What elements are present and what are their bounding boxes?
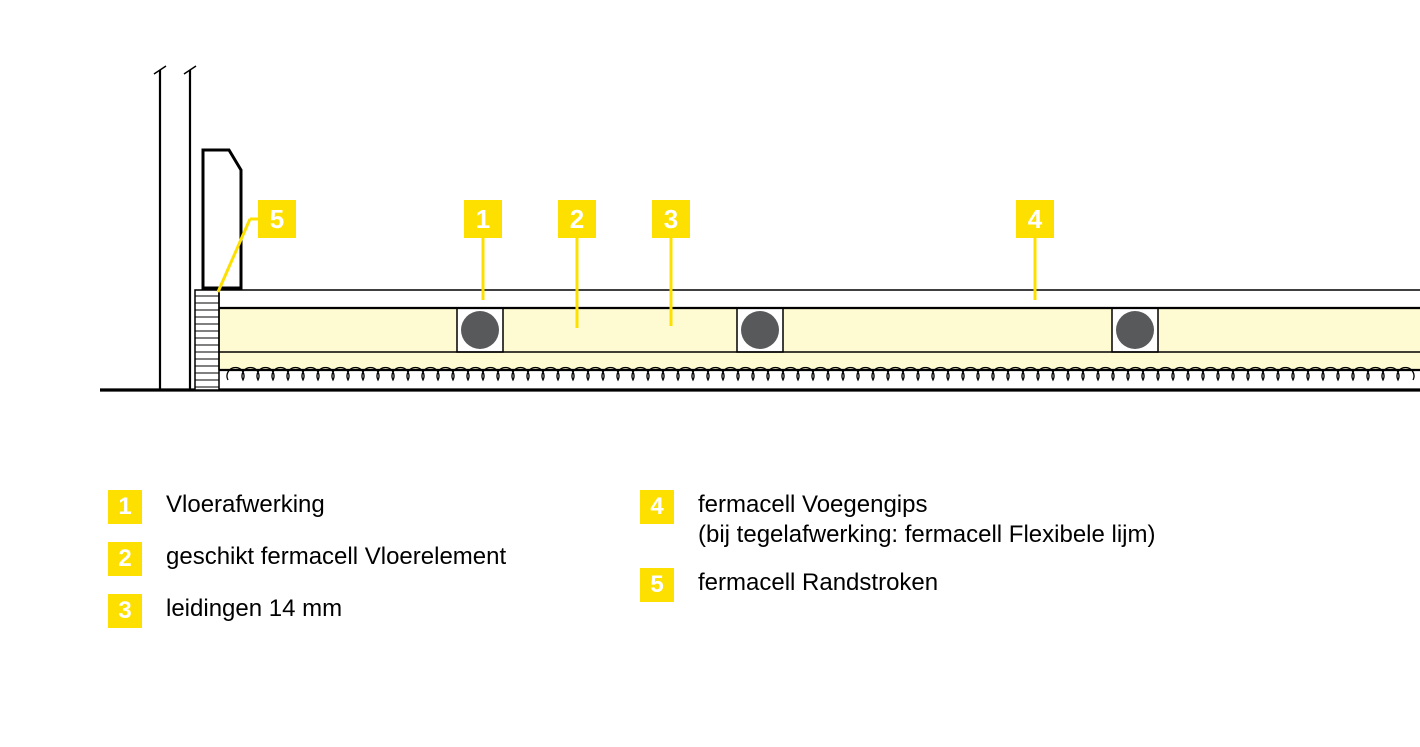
legend-number-2: 2 xyxy=(108,542,142,576)
legend-text-2: geschikt fermacell Vloerelement xyxy=(166,542,506,572)
legend-text-line1-4: fermacell Voegengips xyxy=(698,490,1156,520)
pipe-2 xyxy=(1116,311,1154,349)
legend-text-1: Vloerafwerking xyxy=(166,490,325,520)
callout-marker-1: 1 xyxy=(464,200,502,238)
legend-text-line1-1: Vloerafwerking xyxy=(166,490,325,520)
skirting-board xyxy=(203,150,241,288)
legend-text-5: fermacell Randstroken xyxy=(698,568,938,598)
floor-cross-section xyxy=(100,60,1420,430)
legend-text-line1-5: fermacell Randstroken xyxy=(698,568,938,598)
legend-text-4: fermacell Voegengips(bij tegelafwerking:… xyxy=(698,490,1156,550)
callout-marker-4: 4 xyxy=(1016,200,1054,238)
legend-item-3: 3 leidingen 14 mm xyxy=(108,594,342,628)
legend-text-3: leidingen 14 mm xyxy=(166,594,342,624)
diagram-canvas: 5 1 2 3 4 1 Vloerafwerking 2 geschikt fermacell … xyxy=(0,0,1420,747)
callout-marker-2: 2 xyxy=(558,200,596,238)
pipe-0 xyxy=(461,311,499,349)
legend-text-line1-3: leidingen 14 mm xyxy=(166,594,342,624)
callout-marker-5: 5 xyxy=(258,200,296,238)
pipe-1 xyxy=(741,311,779,349)
legend-item-2: 2 geschikt fermacell Vloerelement xyxy=(108,542,506,576)
legend-item-4: 4 fermacell Voegengips(bij tegelafwerking… xyxy=(640,490,1156,550)
callout-marker-3: 3 xyxy=(652,200,690,238)
legend-item-1: 1 Vloerafwerking xyxy=(108,490,325,524)
legend-text-line1-2: geschikt fermacell Vloerelement xyxy=(166,542,506,572)
legend-text-line2-4: (bij tegelafwerking: fermacell Flexibele… xyxy=(698,520,1156,550)
legend-number-5: 5 xyxy=(640,568,674,602)
pipe-panel-fill xyxy=(219,308,1420,352)
legend-number-1: 1 xyxy=(108,490,142,524)
edge-strip xyxy=(195,290,219,390)
legend-item-5: 5 fermacell Randstroken xyxy=(640,568,938,602)
legend-number-4: 4 xyxy=(640,490,674,524)
legend-number-3: 3 xyxy=(108,594,142,628)
